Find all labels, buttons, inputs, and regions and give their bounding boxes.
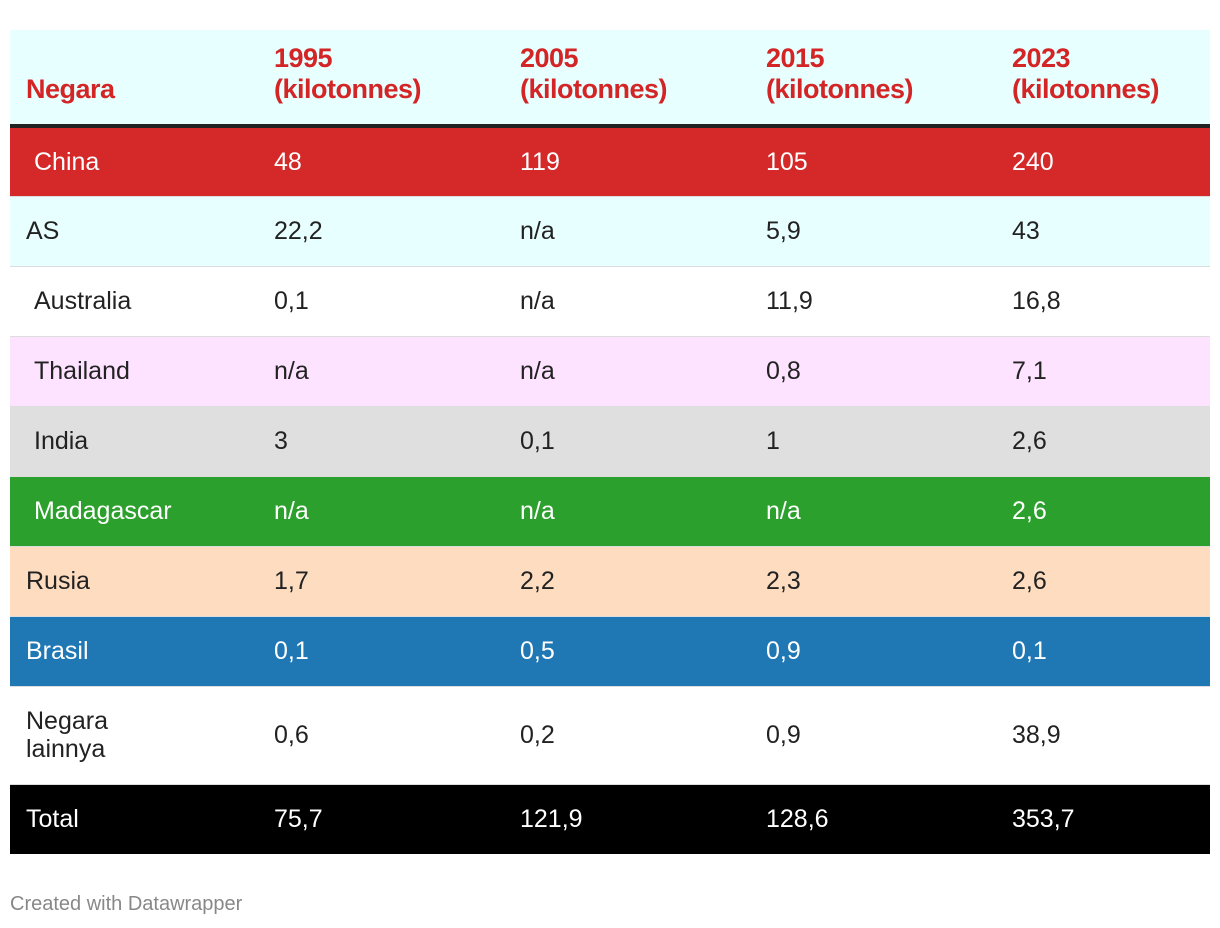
cell-2015: 5,9 (766, 217, 801, 245)
header-2005[interactable]: 2005 (kilotonnes) (520, 30, 766, 128)
table-row-china: China 48 119 105 240 (10, 126, 1210, 196)
cell-2005: 2,2 (520, 567, 555, 595)
cell-2005: 0,2 (520, 721, 555, 749)
cell-country: Madagascar (34, 497, 172, 525)
header-year: 2015 (766, 43, 825, 73)
cell-country: Negara lainnya (10, 686, 274, 784)
cell-1995: n/a (274, 357, 309, 385)
datawrapper-credit[interactable]: Created with Datawrapper (10, 893, 243, 915)
cell-2005: n/a (520, 287, 555, 315)
cell-2023: 38,9 (1012, 721, 1061, 749)
cell-2015: 0,8 (766, 357, 801, 385)
table-row-negara-lainnya: Negara lainnya 0,6 0,2 0,9 38,9 (10, 686, 1210, 784)
cell-2015: 0,9 (766, 721, 801, 749)
cell-2015: 105 (766, 147, 808, 176)
cell-2023: 2,6 (1012, 427, 1047, 455)
cell-1995: 1,7 (274, 567, 309, 595)
cell-country: Brasil (26, 637, 89, 665)
header-negara[interactable]: Negara (10, 30, 274, 128)
cell-2023: 240 (1012, 147, 1054, 176)
cell-1995: 0,1 (274, 637, 309, 665)
header-label: Negara (26, 74, 115, 104)
cell-1995: 48 (274, 147, 302, 176)
cell-2005: 0,5 (520, 637, 555, 665)
header-year: 2023 (1012, 43, 1071, 73)
header-1995[interactable]: 1995 (kilotonnes) (274, 30, 520, 128)
table-row-total: Total 75,7 121,9 128,6 353,7 (10, 784, 1210, 854)
data-table: Negara 1995 (kilotonnes) 2005 (kilotonnes)… (10, 30, 1210, 854)
cell-2015: 1 (766, 427, 780, 455)
cell-country: India (34, 427, 89, 455)
table-row-as: AS 22,2 n/a 5,9 43 (10, 196, 1210, 266)
cell-country: Thailand (34, 357, 130, 385)
header-2015[interactable]: 2015 (kilotonnes) (766, 30, 1012, 128)
table-row-india: India 3 0,1 1 2,6 (10, 406, 1210, 476)
cell-2023: 16,8 (1012, 287, 1061, 315)
cell-2005: 0,1 (520, 427, 555, 455)
header-2023[interactable]: 2023 (kilotonnes) (1012, 30, 1210, 128)
header-year: 1995 (274, 43, 333, 73)
cell-country: Rusia (26, 567, 90, 595)
header-row: Negara 1995 (kilotonnes) 2005 (kilotonnes)… (10, 30, 1210, 128)
cell-2005: n/a (520, 497, 555, 525)
cell-2023: 2,6 (1012, 567, 1047, 595)
cell-country: Total (26, 805, 79, 834)
cell-1995: 0,1 (274, 287, 309, 315)
table-row-rusia: Rusia 1,7 2,2 2,3 2,6 (10, 546, 1210, 616)
cell-2005: 119 (520, 147, 560, 176)
cell-1995: 0,6 (274, 721, 309, 749)
header-unit: (kilotonnes) (520, 74, 668, 104)
cell-2023: 43 (1012, 217, 1040, 245)
cell-1995: 3 (274, 427, 288, 455)
cell-2005: n/a (520, 357, 555, 385)
cell-2023: 353,7 (1012, 805, 1075, 834)
cell-country: China (34, 147, 100, 176)
cell-2005: 121,9 (520, 805, 583, 834)
cell-2023: 7,1 (1012, 357, 1047, 385)
header-unit: (kilotonnes) (1012, 74, 1160, 104)
table-row-madagascar: Madagascar n/a n/a n/a 2,6 (10, 476, 1210, 546)
table-row-australia: Australia 0,1 n/a 11,9 16,8 (10, 266, 1210, 336)
cell-1995: n/a (274, 497, 309, 525)
cell-2015: 11,9 (766, 287, 813, 315)
cell-2015: 2,3 (766, 567, 801, 595)
cell-country: Australia (34, 287, 132, 315)
data-table-container: Negara 1995 (kilotonnes) 2005 (kilotonnes)… (10, 30, 1210, 854)
cell-1995: 22,2 (274, 217, 323, 245)
header-unit: (kilotonnes) (766, 74, 914, 104)
table-row-brasil: Brasil 0,1 0,5 0,9 0,1 (10, 616, 1210, 686)
cell-2015: 0,9 (766, 637, 801, 665)
cell-2015: 128,6 (766, 805, 829, 834)
country-line: Negara (26, 707, 108, 735)
cell-1995: 75,7 (274, 805, 323, 834)
header-year: 2005 (520, 43, 579, 73)
header-unit: (kilotonnes) (274, 74, 422, 104)
table-row-thailand: Thailand n/a n/a 0,8 7,1 (10, 336, 1210, 406)
country-line: lainnya (26, 735, 106, 763)
cell-2015: n/a (766, 497, 801, 525)
cell-2023: 0,1 (1012, 637, 1047, 665)
cell-2005: n/a (520, 217, 555, 245)
cell-country: AS (26, 217, 60, 245)
cell-2023: 2,6 (1012, 497, 1047, 525)
